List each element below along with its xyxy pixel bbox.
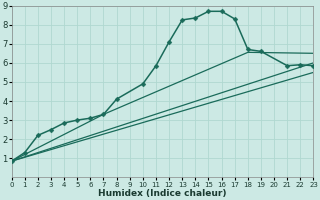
X-axis label: Humidex (Indice chaleur): Humidex (Indice chaleur)	[98, 189, 227, 198]
